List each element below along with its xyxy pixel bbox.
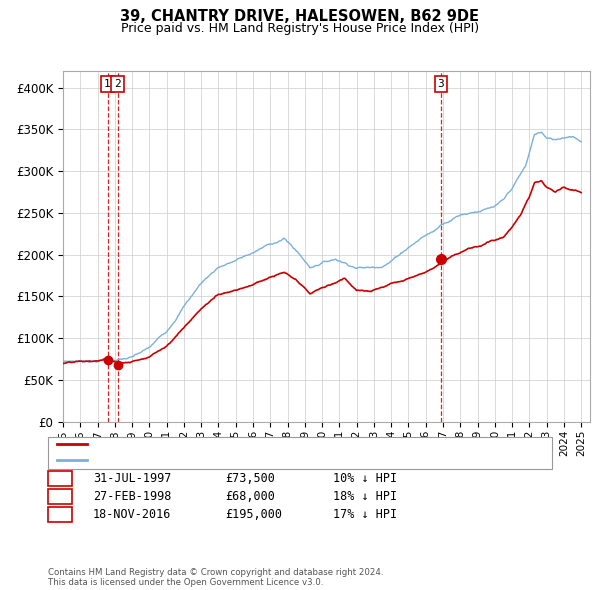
- Text: 18-NOV-2016: 18-NOV-2016: [93, 507, 172, 521]
- Text: 1: 1: [104, 79, 111, 89]
- Text: HPI: Average price, detached house, Dudley: HPI: Average price, detached house, Dudl…: [91, 455, 332, 465]
- Text: £73,500: £73,500: [225, 472, 275, 486]
- Text: 10% ↓ HPI: 10% ↓ HPI: [333, 472, 397, 486]
- Text: £195,000: £195,000: [225, 507, 282, 521]
- Text: 18% ↓ HPI: 18% ↓ HPI: [333, 490, 397, 503]
- Text: 2: 2: [56, 490, 64, 503]
- Text: 39, CHANTRY DRIVE, HALESOWEN, B62 9DE (detached house): 39, CHANTRY DRIVE, HALESOWEN, B62 9DE (d…: [91, 439, 431, 448]
- Text: 3: 3: [437, 79, 444, 89]
- Text: 27-FEB-1998: 27-FEB-1998: [93, 490, 172, 503]
- Text: Price paid vs. HM Land Registry's House Price Index (HPI): Price paid vs. HM Land Registry's House …: [121, 22, 479, 35]
- Text: 31-JUL-1997: 31-JUL-1997: [93, 472, 172, 486]
- Text: 3: 3: [56, 507, 64, 521]
- Text: 39, CHANTRY DRIVE, HALESOWEN, B62 9DE: 39, CHANTRY DRIVE, HALESOWEN, B62 9DE: [121, 9, 479, 24]
- Text: 1: 1: [56, 472, 64, 486]
- Text: Contains HM Land Registry data © Crown copyright and database right 2024.
This d: Contains HM Land Registry data © Crown c…: [48, 568, 383, 587]
- Text: £68,000: £68,000: [225, 490, 275, 503]
- Text: 2: 2: [114, 79, 121, 89]
- Text: 17% ↓ HPI: 17% ↓ HPI: [333, 507, 397, 521]
